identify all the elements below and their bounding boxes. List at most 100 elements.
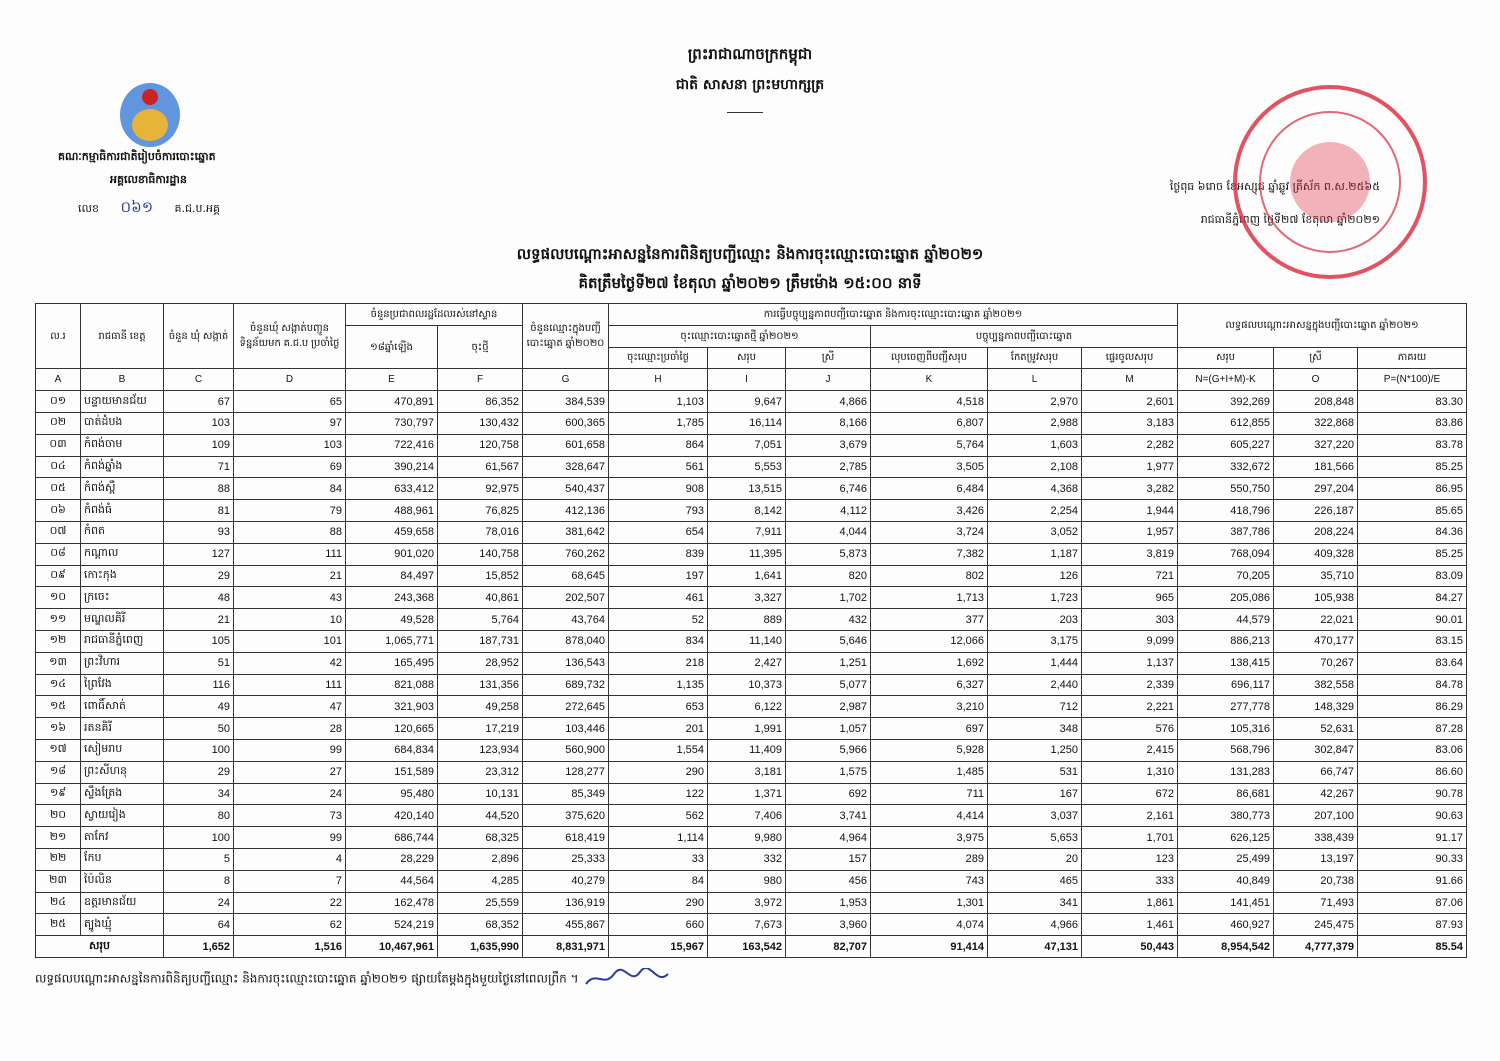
cell-value: 470,177 [1273, 629, 1358, 653]
cell-value: 111 [233, 673, 346, 697]
header-reported: ចំនួនឃុំ សង្កាត់បញ្ជូនទិន្នន័យមក គ.ជ.ប ប… [233, 302, 346, 370]
cell-value: 760,262 [522, 542, 609, 566]
cell-value: 84.27 [1357, 586, 1467, 610]
cell-value: 167 [987, 782, 1082, 806]
table-row: ០១ បន្ទាយមានជ័យ 67 65 470,891 86,352 384,539 1,… [35, 390, 1467, 413]
cell-value: 7,051 [707, 433, 786, 457]
cell-value: 123,934 [437, 738, 523, 762]
header-province: រាជធានី ខេត្ត [80, 302, 164, 370]
cell-value: 35,710 [1273, 564, 1358, 588]
cell-value: 730,797 [345, 411, 438, 435]
cell-value: 459,658 [345, 520, 438, 544]
cell-value: 23,312 [437, 760, 523, 784]
province-name: ព្រះសីហនុ [80, 760, 164, 784]
cell-value: 50 [163, 717, 234, 740]
table-row: ០២ បាត់ដំបង 103 97 730,797 130,432 600,365 1,78… [35, 411, 1467, 435]
total-value: 50,443 [1081, 935, 1178, 958]
cell-value: 205,086 [1177, 586, 1274, 610]
cell-value: 128,277 [522, 760, 609, 784]
cell-value: 181,566 [1273, 455, 1358, 479]
cell-value: 297,204 [1273, 477, 1358, 501]
header-result-female: ស្រី [1273, 346, 1358, 370]
cell-value: 83.09 [1357, 564, 1467, 588]
table-row: ០៤ កំពង់ឆ្នាំង 71 69 390,214 61,567 328,647 561… [35, 455, 1467, 479]
cell-value: 6,327 [870, 673, 988, 697]
cell-value: 8,166 [785, 411, 871, 435]
cell-value: 1,692 [870, 651, 988, 675]
cell-value: 9,647 [707, 390, 786, 413]
cell-value: 66,747 [1273, 760, 1358, 784]
cell-value: 420,140 [345, 804, 438, 828]
cell-value: 3,741 [785, 804, 871, 828]
header-updating: បច្ចុប្បន្នភាពបញ្ជីបោះឆ្នោត [870, 324, 1178, 348]
row-number: ១៥ [35, 695, 81, 719]
cell-value: 381,642 [522, 520, 609, 544]
cell-value: 95,480 [345, 782, 438, 806]
cell-value: 908 [608, 477, 708, 501]
cell-value: 2,339 [1081, 673, 1178, 697]
cell-value: 85.65 [1357, 499, 1467, 522]
cell-value: 864 [608, 433, 708, 457]
province-name: ត្បូងឃ្មុំ [80, 913, 164, 937]
cell-value: 302,847 [1273, 738, 1358, 762]
cell-value: 1,702 [785, 586, 871, 610]
province-name: ពោធិ៍សាត់ [80, 695, 164, 719]
cell-value: 49,258 [437, 695, 523, 719]
cell-value: 70,205 [1177, 564, 1274, 588]
cell-value: 5,966 [785, 738, 871, 762]
cell-value: 103 [233, 433, 346, 457]
header-moved: ផ្ទេរចូលសរុប [1081, 346, 1178, 370]
lunar-date: ថ្ងៃពុធ ៦រោច ខែអស្សុជ ឆ្នាំឆ្លូវ ត្រីស័ក… [1169, 180, 1380, 193]
cell-value: 328,647 [522, 455, 609, 479]
header-result-total: សរុប [1177, 346, 1274, 370]
cell-value: 612,855 [1177, 411, 1274, 435]
committee-name: គណៈកម្មាធិការជាតិរៀបចំការបោះឆ្នោត [58, 150, 216, 163]
province-name: កំពង់ស្ពឺ [80, 477, 164, 501]
cell-value: 17,219 [437, 717, 523, 740]
cell-value: 834 [608, 629, 708, 653]
cell-value: 20 [987, 847, 1082, 871]
cell-value: 601,658 [522, 433, 609, 457]
cell-value: 207,100 [1273, 804, 1358, 828]
ref-suffix: គ.ជ.ប.អគ្គ [174, 202, 220, 215]
cell-value: 101 [233, 629, 346, 653]
column-letter: K [870, 368, 988, 392]
cell-value: 24 [163, 891, 234, 915]
cell-value: 980 [707, 869, 786, 893]
cell-value: 83.78 [1357, 433, 1467, 457]
cell-value: 3,327 [707, 586, 786, 610]
cell-value: 47 [233, 695, 346, 719]
cell-value: 21 [233, 564, 346, 588]
cell-value: 768,094 [1177, 542, 1274, 566]
total-value: 1,516 [233, 935, 346, 958]
cell-value: 1,554 [608, 738, 708, 762]
cell-value: 64 [163, 913, 234, 937]
cell-value: 76,825 [437, 499, 523, 522]
header-result-group: លទ្ធផលបណ្ដោះអាសន្នក្នុងបញ្ជីបោះឆ្នោត ឆ្ន… [1177, 303, 1467, 348]
cell-value: 245,475 [1273, 913, 1358, 937]
row-number: ១៦ [35, 717, 81, 740]
cell-value: 91.66 [1357, 869, 1467, 893]
cell-value: 1,371 [707, 782, 786, 806]
cell-value: 33 [608, 847, 708, 871]
total-value: 10,467,961 [345, 935, 438, 958]
cell-value: 105 [163, 629, 234, 653]
divider [727, 112, 763, 113]
cell-value: 1,575 [785, 760, 871, 784]
cell-value: 2,108 [987, 455, 1082, 479]
cell-value: 86.95 [1357, 477, 1467, 501]
cell-value: 22 [233, 891, 346, 915]
cell-value: 4,074 [870, 913, 988, 937]
cell-value: 6,484 [870, 477, 988, 501]
cell-value: 712 [987, 695, 1082, 719]
cell-value: 122 [608, 782, 708, 806]
cell-value: 197 [608, 564, 708, 588]
cell-value: 10,131 [437, 782, 523, 806]
cell-value: 4,414 [870, 804, 988, 828]
cell-value: 4,964 [785, 826, 871, 849]
cell-value: 1,991 [707, 717, 786, 740]
cell-value: 5,553 [707, 455, 786, 479]
header-female: ស្រី [785, 346, 871, 370]
cell-value: 341 [987, 891, 1082, 915]
total-value: 15,967 [608, 935, 708, 958]
